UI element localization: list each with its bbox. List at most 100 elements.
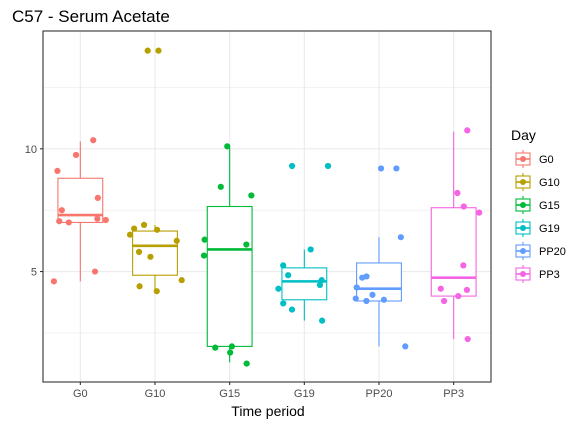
data-point [243, 360, 250, 367]
legend-item-pp20: PP20 [513, 241, 566, 261]
legend-label: G15 [539, 200, 560, 212]
x-tick-label: G19 [294, 388, 315, 400]
legend-title: Day [511, 127, 536, 143]
data-point [155, 47, 162, 54]
y-tick-label: 5 [31, 267, 37, 279]
legend-key-point [520, 179, 526, 185]
data-point [288, 162, 296, 170]
box-group-g19 [275, 162, 332, 324]
legend-label: PP3 [539, 269, 560, 281]
data-point [275, 285, 282, 292]
plot-panel: 5 10 G0 G10 G15 G19 PP20 PP3 [25, 30, 492, 400]
legend-label: G19 [539, 223, 560, 235]
data-point [464, 335, 471, 343]
box-group-g0 [50, 137, 109, 285]
data-point [135, 248, 143, 256]
data-point [463, 286, 470, 294]
x-tick-label: G10 [145, 388, 166, 400]
data-point [248, 192, 255, 199]
data-point [153, 226, 161, 233]
data-point [224, 143, 231, 150]
legend-label: PP20 [539, 246, 566, 258]
data-point [94, 194, 101, 202]
plot-border [42, 30, 492, 383]
box-iqr [356, 262, 402, 302]
data-point [454, 189, 461, 197]
legend-item-g15: G15 [513, 195, 560, 215]
legend-item-g10: G10 [513, 172, 560, 192]
data-point [377, 165, 385, 172]
data-point [72, 151, 80, 159]
data-point [318, 317, 326, 324]
data-point [243, 241, 250, 248]
y-tick-label: 10 [25, 144, 37, 156]
legend-key-point [520, 248, 526, 254]
data-point [318, 277, 325, 284]
data-point [94, 215, 101, 222]
data-point [380, 296, 388, 303]
legend-key-point [520, 271, 526, 277]
data-point [212, 344, 219, 351]
data-point [173, 237, 180, 244]
data-point [464, 127, 471, 134]
data-point [136, 283, 143, 290]
data-point [285, 272, 292, 279]
data-point [201, 236, 208, 243]
legend: Day G0 G10 G15 G19 PP20 PP3 [511, 127, 566, 284]
data-point [402, 343, 409, 350]
box-group-g15 [200, 143, 255, 367]
data-point [353, 284, 360, 291]
data-point [397, 234, 404, 241]
legend-key-point [520, 156, 526, 162]
x-tick-label: PP20 [366, 388, 393, 400]
data-point [126, 231, 134, 238]
x-tick-label: PP3 [443, 388, 464, 400]
data-point [65, 219, 72, 226]
data-point [288, 306, 296, 313]
data-point [102, 216, 109, 224]
data-point [352, 295, 359, 302]
data-point [153, 288, 160, 295]
data-point [131, 225, 138, 232]
data-point [393, 165, 400, 172]
data-point [316, 281, 324, 289]
legend-item-g19: G19 [513, 218, 560, 238]
data-point [280, 262, 287, 269]
legend-key-point [520, 202, 526, 208]
data-point [227, 349, 234, 356]
data-point [50, 278, 57, 285]
data-point [90, 137, 97, 144]
data-point [200, 252, 208, 259]
data-point [455, 292, 462, 300]
legend-item-pp3: PP3 [513, 264, 560, 284]
data-point [280, 300, 287, 307]
box-group-pp3 [430, 127, 483, 343]
data-point [91, 268, 99, 275]
data-point [359, 274, 366, 281]
legend-label: G0 [539, 154, 554, 166]
box-group-g10 [126, 47, 185, 295]
data-point [437, 285, 444, 292]
legend-label: G10 [539, 177, 560, 189]
data-point [460, 203, 467, 210]
data-point [178, 277, 185, 284]
box-iqr [206, 205, 253, 347]
plot-background [43, 31, 491, 382]
data-point [54, 167, 61, 175]
data-point [140, 221, 148, 229]
x-tick-label: G0 [73, 388, 88, 400]
data-point [228, 343, 235, 350]
chart-title: C57 - Serum Acetate [12, 7, 170, 26]
data-point [307, 246, 314, 253]
data-point [363, 297, 370, 305]
data-point [476, 209, 483, 216]
x-tick-label: G15 [219, 388, 240, 400]
data-point [144, 47, 151, 54]
data-point [58, 207, 65, 214]
data-point [324, 162, 332, 170]
legend-key-point [520, 225, 526, 231]
data-point [440, 297, 448, 305]
x-axis-title: Time period [231, 403, 304, 419]
data-point [460, 262, 467, 269]
